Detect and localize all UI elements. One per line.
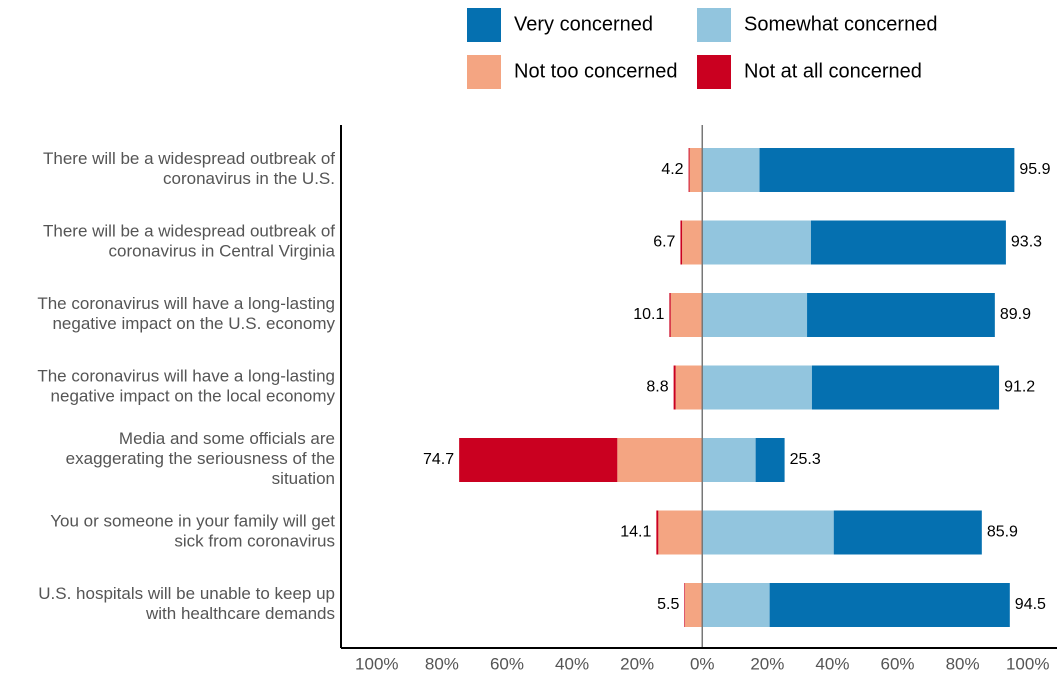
category-label: Media and some officials are exaggerating…: [66, 429, 335, 488]
category-line: U.S. hospitals will be unable to keep up: [38, 584, 335, 603]
legend-swatch: [697, 55, 731, 89]
value-label: 5.5: [657, 596, 679, 613]
bar-segment: [759, 148, 1015, 192]
category-line: with healthcare demands: [145, 604, 335, 623]
category-line: There will be a widespread outbreak of: [43, 149, 335, 168]
x-tick-label: 60%: [881, 654, 915, 673]
category-line: You or someone in your family will get: [50, 512, 335, 531]
bar-segment: [617, 438, 703, 482]
category-line: exaggerating the seriousness of the: [66, 449, 335, 468]
bar-segment: [810, 220, 1006, 265]
x-tick-label: 80%: [425, 654, 459, 673]
legend-swatch: [467, 55, 501, 89]
category-line: There will be a widespread outbreak of: [43, 222, 335, 241]
value-label: 4.2: [661, 161, 683, 178]
x-tick-label: 60%: [490, 654, 524, 673]
bar-segment: [702, 365, 812, 410]
legend-swatch: [467, 8, 501, 42]
value-label: 94.5: [1015, 596, 1046, 613]
bar-segment: [702, 510, 834, 555]
bar-segment: [675, 365, 703, 410]
value-label: 85.9: [987, 524, 1018, 541]
legend-label: Very concerned: [514, 13, 653, 35]
category-line: The coronavirus will have a long-lasting: [37, 294, 335, 313]
bar-segment: [459, 438, 618, 482]
category-line: sick from coronavirus: [174, 532, 335, 551]
x-tick-label: 80%: [946, 654, 980, 673]
value-label: 8.8: [646, 379, 668, 396]
x-tick-label: 40%: [815, 654, 849, 673]
bar-segment: [658, 510, 703, 555]
category-label: The coronavirus will have a long-lasting…: [37, 294, 335, 333]
x-tick-label: 20%: [620, 654, 654, 673]
bar-segment: [807, 293, 995, 337]
bar-segment: [702, 220, 811, 265]
category-line: negative impact on the local economy: [51, 387, 336, 406]
bar-segment: [833, 510, 982, 555]
legend-label: Not at all concerned: [744, 60, 922, 82]
bar-segment: [680, 220, 683, 265]
value-label: 89.9: [1000, 306, 1031, 323]
value-label: 25.3: [790, 451, 821, 468]
category-line: coronavirus in Central Virginia: [109, 242, 336, 261]
bar-segment: [702, 148, 760, 192]
value-label: 95.9: [1019, 161, 1050, 178]
category-line: Media and some officials are: [119, 429, 335, 448]
category-line: coronavirus in the U.S.: [163, 169, 335, 188]
category-label: There will be a widespread outbreak of co…: [43, 222, 336, 261]
bar-segment: [688, 148, 690, 192]
category-label: There will be a widespread outbreak of co…: [43, 149, 335, 188]
category-line: The coronavirus will have a long-lasting: [37, 367, 335, 386]
bar-segment: [684, 583, 686, 627]
category-label: You or someone in your family will get si…: [50, 512, 335, 551]
value-label: 14.1: [620, 524, 651, 541]
legend-swatch: [697, 8, 731, 42]
bar-segment: [769, 583, 1010, 627]
category-label: U.S. hospitals will be unable to keep up…: [38, 584, 335, 623]
x-tick-label: 20%: [750, 654, 784, 673]
category-line: negative impact on the U.S. economy: [52, 314, 335, 333]
bar-segment: [755, 438, 785, 482]
value-label: 74.7: [423, 451, 454, 468]
bar-segment: [685, 583, 703, 627]
bar-segment: [702, 293, 808, 337]
value-label: 93.3: [1011, 234, 1042, 251]
bar-segment: [682, 220, 703, 265]
category-label: The coronavirus will have a long-lasting…: [37, 367, 335, 406]
x-tick-label: 100%: [1006, 654, 1049, 673]
bar-segment: [702, 583, 770, 627]
legend-label: Not too concerned: [514, 60, 677, 82]
bar-segment: [811, 365, 1000, 410]
category-line: situation: [272, 469, 335, 488]
value-label: 10.1: [633, 306, 664, 323]
x-tick-label: 40%: [555, 654, 589, 673]
value-label: 6.7: [653, 234, 675, 251]
bar-segment: [702, 438, 756, 482]
bar-segment: [670, 293, 703, 337]
value-label: 91.2: [1004, 379, 1035, 396]
bar-segment: [669, 293, 671, 337]
bar-segment: [673, 365, 676, 410]
x-tick-label: 100%: [355, 654, 398, 673]
x-tick-label: 0%: [690, 654, 715, 673]
bar-segment: [689, 148, 703, 192]
legend-label: Somewhat concerned: [744, 13, 937, 35]
bar-segment: [656, 510, 659, 555]
